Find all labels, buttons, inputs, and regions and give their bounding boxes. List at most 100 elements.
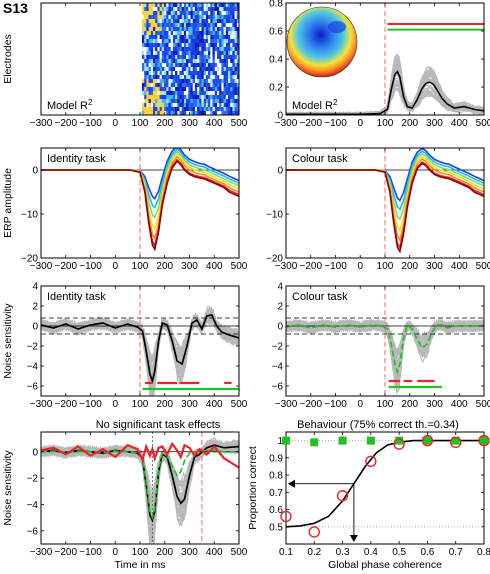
p1-heat-cell xyxy=(170,7,174,12)
p7-xtick-label: 500 xyxy=(231,547,248,558)
p1-heat-cell xyxy=(188,11,191,16)
p1-heat-cell xyxy=(225,107,229,112)
p1-heat-cell xyxy=(192,63,196,68)
p1-heat-cell xyxy=(164,47,167,52)
p1-heat-cell xyxy=(192,99,196,104)
p1-heat-cell xyxy=(177,67,180,72)
p1-heat-cell xyxy=(186,107,189,112)
p1-heat-cell xyxy=(168,31,172,36)
p1-heat-cell xyxy=(172,59,176,64)
p1-heat-cell xyxy=(157,27,160,32)
p1-heat-cell xyxy=(223,67,227,72)
p1-heat-cell xyxy=(188,71,191,76)
p1-heat-cell xyxy=(181,31,185,36)
p1-heat-cell xyxy=(181,71,185,76)
p1-heat-cell xyxy=(153,87,156,92)
p1-heat-cell xyxy=(161,23,165,28)
p1-heat-cell xyxy=(214,55,218,60)
p1-heat-cell xyxy=(223,23,227,28)
p1-heat-cell xyxy=(164,59,167,64)
p1-heat-cell xyxy=(153,43,156,48)
p1-heat-cell xyxy=(159,35,163,40)
p1-heat-cell xyxy=(183,27,187,32)
p1-xtick-label: 0 xyxy=(112,118,118,129)
p1-heat-cell xyxy=(194,31,198,36)
p1-heat-cell xyxy=(221,51,224,56)
p1-xtick-label: 100 xyxy=(132,118,149,129)
p1-heat-cell xyxy=(228,19,231,24)
p1-heat-cell xyxy=(219,47,222,52)
p1-heat-cell xyxy=(223,71,227,76)
p1-heat-cell xyxy=(150,103,154,108)
p1-heat-cell xyxy=(186,15,189,20)
p1-heat-cell xyxy=(214,3,218,8)
p1-heat-cell xyxy=(217,99,220,104)
p1-heat-cell xyxy=(186,47,189,52)
p6-ytick-label: −4 xyxy=(272,362,284,373)
p1-heat-cell xyxy=(225,91,229,96)
p1-heat-cell xyxy=(232,99,235,104)
p1-heat-cell xyxy=(175,63,178,68)
p1-heat-cell xyxy=(164,67,167,72)
p1-heat-cell xyxy=(199,23,202,28)
p1-heat-cell xyxy=(186,111,189,115)
p1-heat-cell xyxy=(181,99,185,104)
p1-heat-cell xyxy=(203,103,207,108)
p1-heat-cell xyxy=(236,63,239,68)
p1-heat-cell xyxy=(188,55,191,60)
p1-heat-cell xyxy=(183,91,187,96)
p1-heat-cell xyxy=(166,35,169,40)
p1-heat-cell xyxy=(168,111,172,115)
p1-heat-cell xyxy=(201,15,205,20)
p1-heat-cell xyxy=(188,35,191,40)
p1-heat-cell xyxy=(205,75,209,80)
p1-heat-cell xyxy=(155,3,158,8)
p1-heat-cell xyxy=(168,55,172,60)
p1-heat-cell xyxy=(230,23,233,28)
p1-heat-cell xyxy=(146,27,149,32)
p1-heat-cell xyxy=(221,59,224,64)
p1-heat-cell xyxy=(188,91,191,96)
p1-heat-cell xyxy=(179,95,183,100)
p1-heat-cell xyxy=(203,31,207,36)
p1-heat-cell xyxy=(190,63,194,68)
p1-heat-cell xyxy=(236,87,239,92)
p1-heat-cell xyxy=(186,87,189,92)
p1-heat-cell xyxy=(214,91,218,96)
p1-heat-cell xyxy=(144,19,147,24)
p1-heat-cell xyxy=(221,75,224,80)
p1-heat-cell xyxy=(142,11,145,16)
caption-no-task-effects: No significant task effects xyxy=(96,419,221,431)
p1-heat-cell xyxy=(155,75,158,80)
p1-heat-cell xyxy=(166,83,169,88)
p1-heat-cell xyxy=(194,71,198,76)
p1-heat-cell xyxy=(159,83,163,88)
p1-heat-cell xyxy=(236,71,239,76)
p1-heat-cell xyxy=(192,51,196,56)
p1-heat-cell xyxy=(153,99,156,104)
p1-heat-cell xyxy=(203,15,207,20)
p3-xtick-label: −200 xyxy=(54,261,77,272)
p8-xtick-label: 0.6 xyxy=(420,547,434,558)
p8-xtick-label: 0.2 xyxy=(307,547,321,558)
p1-heat-cell xyxy=(168,67,172,72)
p1-heat-cell xyxy=(234,55,238,60)
p1-heat-cell xyxy=(183,75,187,80)
p8-green-square xyxy=(395,436,404,445)
p1-heat-cell xyxy=(212,111,216,115)
p1-heat-cell xyxy=(197,39,200,44)
p1-heat-cell xyxy=(142,111,145,115)
p1-heat-cell xyxy=(236,51,239,56)
p1-heat-cell xyxy=(194,11,198,16)
p1-heat-cell xyxy=(148,99,152,104)
p1-heat-cell xyxy=(144,31,147,36)
p2-xtick-label: 300 xyxy=(426,118,443,129)
p1-heat-cell xyxy=(223,39,227,44)
p1-heat-cell xyxy=(232,19,235,24)
p1-heat-cell xyxy=(230,19,233,24)
p1-heat-cell xyxy=(183,107,187,112)
p1-heat-cell xyxy=(208,51,211,56)
p1-heat-cell xyxy=(192,31,196,36)
p1-heat-cell xyxy=(199,71,202,76)
p1-heat-cell xyxy=(221,15,224,20)
